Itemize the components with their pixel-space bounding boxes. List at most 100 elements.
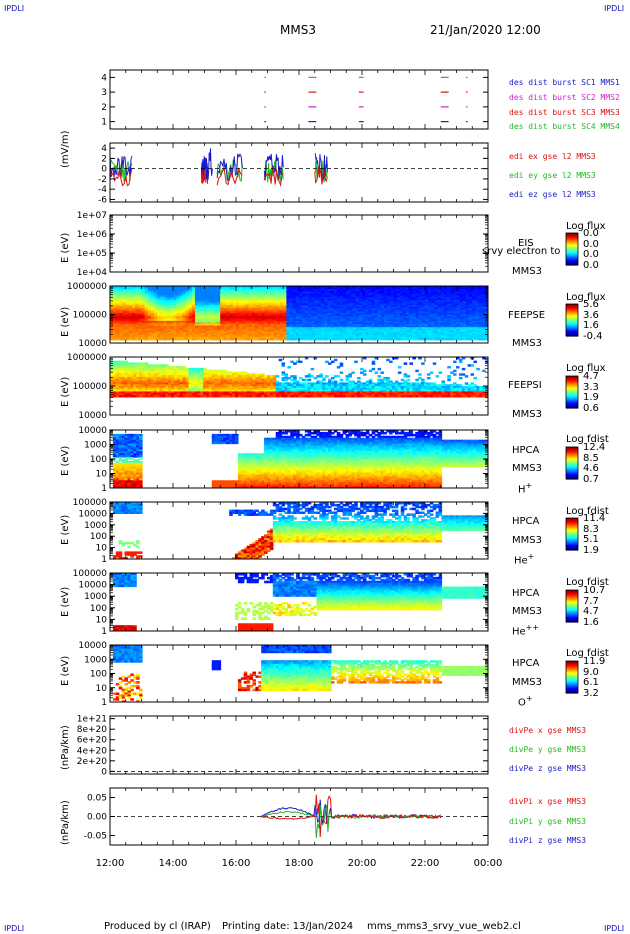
spectrogram-cell [456,328,461,331]
spectrogram-cell [130,391,134,394]
spectrogram-cell [122,292,127,295]
spectrogram-cell [245,301,250,305]
spectrogram-cell [132,303,136,306]
spectrogram-cell [110,298,114,301]
spectrogram-cell [122,301,127,305]
spectrogram-cell [276,292,281,295]
spectrogram-cell [406,305,410,308]
spectrogram-cell [365,286,369,289]
spectrogram-cell [157,319,161,322]
spectrogram-cell [415,328,420,331]
spectrogram-cell [235,382,239,385]
spectrogram-cell [450,297,454,300]
spectrogram-cell [440,324,445,327]
spectrogram-cell [173,367,178,371]
spectrogram-cell [128,306,133,309]
spectrogram-cell [437,322,442,325]
spectrogram-cell [450,303,454,306]
spectrogram-cell [191,311,196,314]
spectrogram-cell [201,305,206,308]
spectrogram-cell [150,338,155,341]
spectrogram-cell [399,293,404,297]
spectrogram-cell [220,389,224,393]
spectrogram-cell [182,311,187,314]
spectrogram-cell [116,338,121,341]
spectrogram-cell [450,314,454,317]
spectrogram-cell [251,311,256,314]
spectrogram-cell [377,305,382,308]
spectrogram-cell [387,317,391,320]
spectrogram-cell [478,328,483,331]
spectrogram-cell [377,330,382,333]
spectrogram-cell [245,338,250,341]
spectrogram-cell [203,378,207,382]
spectrogram-cell [185,292,190,295]
spectrogram-cell [484,331,488,335]
spectrogram-cell [406,335,410,338]
spectrogram-cell [384,333,388,336]
spectrogram-cell [191,290,196,293]
spectrogram-cell [443,338,448,341]
spectrogram-cell [235,395,239,398]
spectrogram-cell [128,311,133,314]
spectrogram-cell [138,292,143,295]
spectrogram-cell [220,293,224,297]
spectrogram-cell [125,327,130,330]
spectrogram-cell [226,327,231,330]
spectrogram-cell [264,308,269,311]
spectrogram-cell [195,306,199,309]
spectrogram-cell [118,393,123,396]
spectrogram-cell [371,300,376,303]
spectrogram-cell [434,338,439,341]
spectrogram-cell [182,314,187,317]
spectrogram-cell [264,330,269,333]
spectrogram-cell [136,382,140,385]
spectrogram-cell [116,298,121,301]
spectrogram-cell [217,375,222,378]
spectrogram-cell [211,375,216,378]
spectrogram-cell [276,324,281,327]
spectrogram-cell [273,336,278,339]
spectrogram-cell [235,386,239,389]
spectrogram-cell [124,371,129,374]
spectrogram-cell [135,306,139,309]
spectrogram-cell [286,314,291,317]
spectrogram-cell [462,286,467,289]
spectrogram-cell [160,316,165,319]
spectrogram-cell [412,331,417,335]
spectrogram-cell [223,319,228,322]
spectrogram-cell [169,324,174,327]
spectrogram-cell [469,301,473,305]
spectrogram-cell [349,331,354,335]
spectrogram-cell [396,330,401,333]
sc-label-hpca-he2: MMS3 [512,606,542,617]
spectrogram-cell [421,303,426,306]
spectrogram-cell [188,328,193,331]
spectrogram-cell [182,316,187,319]
instrument-label-hpca-he2: HPCA [512,588,540,599]
spectrogram-cell [147,389,152,393]
spectrogram-cell [434,317,439,320]
spectrogram-cell [191,309,196,312]
spectrogram-cell [198,300,202,303]
spectrogram-cell [352,298,357,301]
spectrogram-cell [295,297,300,300]
spectrogram-cell [171,369,175,373]
spectrogram-cell [384,316,388,319]
spectrogram-cell [217,322,221,325]
spectrogram-cell [211,380,216,383]
spectrogram-cell [128,295,133,298]
spectrogram-cell [440,308,445,311]
spectrogram-cell [124,391,129,394]
spectrogram-cell [243,391,248,394]
spectrogram-cell [443,336,448,339]
spectrogram-cell [343,314,347,317]
spectrogram-cell [128,328,133,331]
spectrogram-cell [166,312,171,316]
spectrogram-cell [232,324,237,327]
spectrogram-cell [327,324,332,327]
spectrogram-cell [469,327,473,330]
spectrogram-cell [176,325,180,328]
spectrogram-cell [302,311,306,314]
spectrogram-cell [283,301,287,305]
